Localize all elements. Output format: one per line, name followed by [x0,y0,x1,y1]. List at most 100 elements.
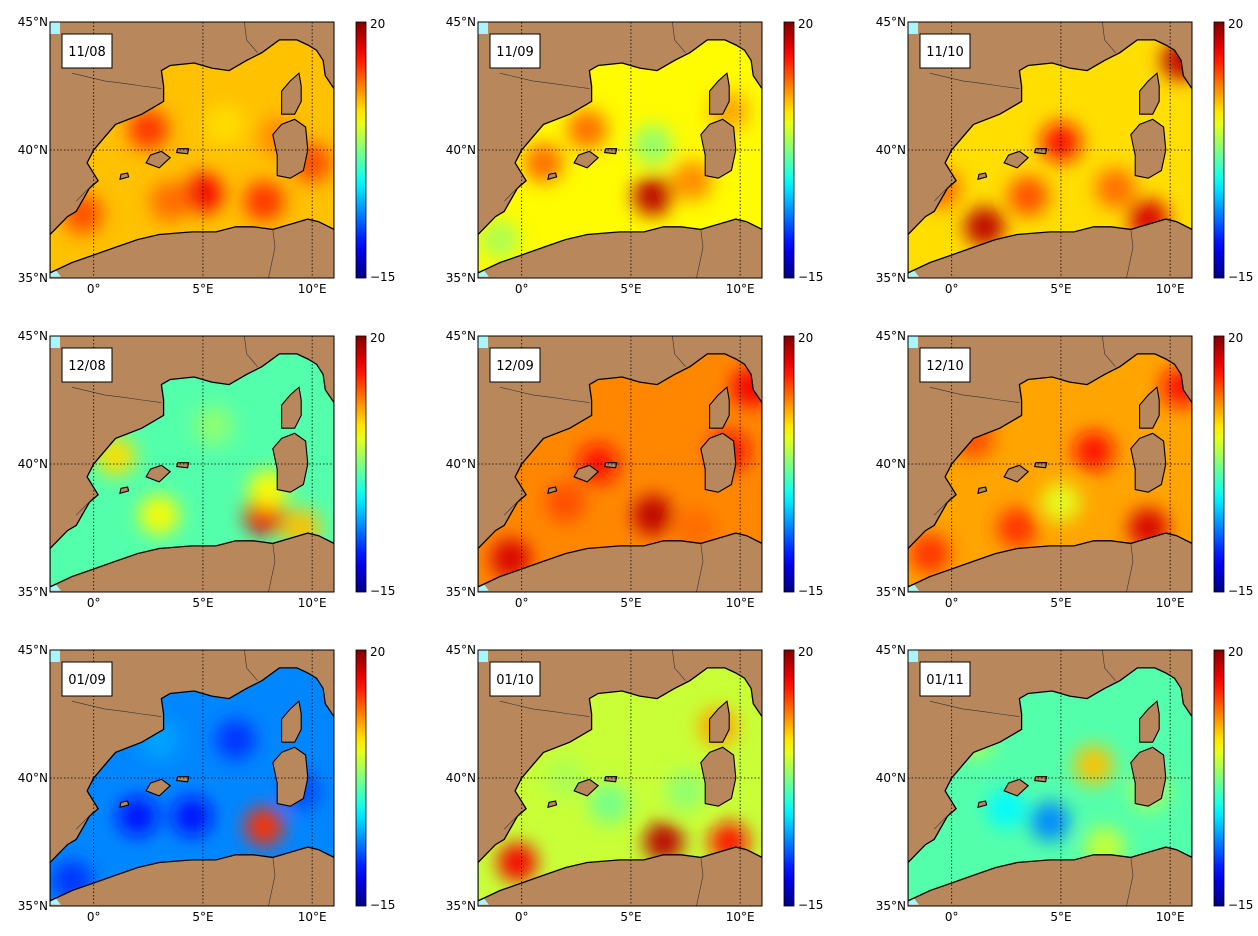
sardinia-island [1130,746,1167,807]
anomaly-blob [215,719,256,760]
country-border [696,543,704,592]
date-label: 01/11 [919,661,971,697]
ocean-edge-patch [50,650,60,662]
map-panel: 01/10 45°N 40°N 35°N 0° 5°E 10°E 20 −15 [438,636,848,936]
lon-tick-label: 0° [945,282,959,296]
map-svg: 11/09 45°N 40°N 35°N 0° 5°E 10°E 20 −15 [446,15,824,296]
map-panel: 12/10 45°N 40°N 35°N 0° 5°E 10°E 20 −15 [868,322,1258,622]
lat-tick-label: 40°N [446,771,476,785]
ibiza-island [977,486,988,495]
corsica-island [709,700,730,743]
ocean-edge-patch [908,890,919,905]
ocean-edge-patch [478,890,489,905]
colorbar-min-label: −15 [1228,584,1253,598]
coastline [478,353,762,588]
map-frame [907,649,1193,907]
sardinia-island [700,746,737,807]
colorbar [355,21,367,279]
ocean-edge-patch [908,336,918,348]
map-frame [477,649,763,907]
mallorca-island [145,778,172,797]
mallorca-island [1003,150,1030,169]
map-frame [477,21,763,279]
colorbar-min-label: −15 [1228,898,1253,912]
sardinia-island [1130,432,1167,493]
country-border [75,811,94,830]
country-border [1102,22,1116,53]
date-label-text: 01/11 [926,673,963,688]
menorca-island [1033,462,1048,469]
colorbar [1213,649,1225,907]
colorbar-max-label: 20 [370,645,385,659]
anomaly-blob [204,104,245,145]
ocean-edge-patch [478,336,488,348]
country-border [1126,543,1134,592]
anomaly-blob [117,796,158,837]
colorbar [783,335,795,593]
ibiza-island [547,486,558,495]
anomaly-blob [1073,745,1114,786]
map-svg: 01/10 45°N 40°N 35°N 0° 5°E 10°E 20 −15 [446,643,824,924]
sardinia-island [272,118,309,179]
menorca-island [603,148,618,155]
map-svg: 12/10 45°N 40°N 35°N 0° 5°E 10°E 20 −15 [876,329,1254,610]
map-frame [907,335,1193,593]
date-label-text: 12/10 [926,359,963,374]
anomaly-blob [128,109,169,150]
country-border [503,183,522,202]
coastline [908,667,1192,902]
anomaly-blob [1030,801,1070,842]
lat-tick-label: 40°N [18,771,48,785]
lon-tick-label: 10°E [726,596,755,610]
country-border [933,183,952,202]
date-label: 11/09 [489,33,541,69]
lat-tick-label: 45°N [876,329,906,343]
corsica-island [1139,700,1160,743]
lat-tick-label: 45°N [18,643,48,657]
lon-tick-label: 5°E [620,910,641,924]
lon-tick-label: 0° [945,596,959,610]
anomaly-blob [986,788,1027,829]
lat-tick-label: 35°N [446,899,476,913]
anomaly-blob [1095,168,1136,209]
anomaly-blob [1073,431,1114,472]
lon-tick-label: 10°E [726,282,755,296]
lon-tick-label: 0° [515,910,529,924]
colorbar-max-label: 20 [370,331,385,345]
anomaly-blob [632,176,673,217]
anomaly-blob [1040,482,1081,523]
date-label: 01/09 [61,661,113,697]
ocean-edge-patch [908,22,918,34]
anomaly-blob [479,219,520,260]
lat-tick-label: 45°N [876,643,906,657]
coastline [908,353,1192,588]
sardinia-island [1130,118,1167,179]
lat-tick-label: 40°N [446,457,476,471]
anomaly-blob [497,842,538,883]
lon-tick-label: 0° [515,282,529,296]
colorbar-min-label: −15 [370,270,395,284]
lon-tick-label: 0° [87,910,101,924]
anomaly-blob [665,770,706,811]
mallorca-island [573,150,600,169]
date-label-text: 12/08 [68,359,105,374]
mallorca-island [1003,464,1030,483]
ocean-edge-patch [908,576,919,591]
map-frame [49,21,335,279]
country-border [268,229,276,278]
colorbar [1213,335,1225,593]
corsica-island [1139,72,1160,115]
ocean-edge-patch [50,22,60,34]
map-frame [907,21,1193,279]
country-border [672,336,686,367]
corsica-island [709,72,730,115]
lon-tick-label: 5°E [1050,910,1071,924]
lat-tick-label: 45°N [446,15,476,29]
coastline [478,39,762,274]
country-border [696,857,704,906]
ocean-edge-patch [50,890,61,905]
map-panel: 12/09 45°N 40°N 35°N 0° 5°E 10°E 20 −15 [438,322,848,622]
menorca-island [603,776,618,783]
ocean-edge-patch [478,650,488,662]
